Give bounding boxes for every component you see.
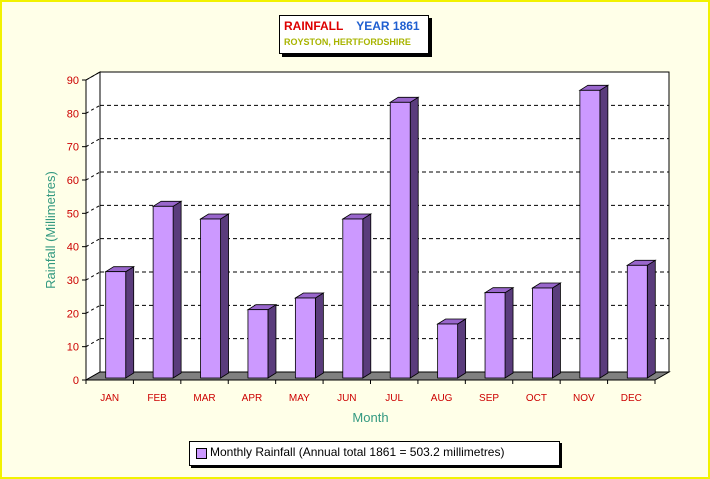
y-tick-label: 50 <box>67 208 79 220</box>
bar-front <box>532 287 553 379</box>
bar-side <box>409 96 419 379</box>
plot-side-wall <box>85 71 101 381</box>
x-tick-label: AUG <box>431 393 453 404</box>
bar-front <box>342 218 364 379</box>
bar-side <box>125 265 135 379</box>
x-tick-label: JUL <box>385 393 403 404</box>
legend-swatch <box>196 448 207 459</box>
gridline-side <box>85 304 101 314</box>
gridline-side <box>85 238 101 248</box>
bar-side <box>267 303 277 379</box>
chart-legend: Monthly Rainfall (Annual total 1861 = 50… <box>189 441 560 466</box>
y-tick-label: 0 <box>73 375 79 387</box>
bar-side <box>314 292 324 379</box>
bar-side <box>599 84 609 379</box>
bar-side <box>646 259 656 379</box>
bar-side <box>220 213 229 379</box>
bar-side <box>362 213 372 379</box>
bar <box>625 259 657 379</box>
bar <box>151 200 183 379</box>
y-tick-label: 60 <box>67 175 79 187</box>
bar <box>246 303 278 379</box>
bar-front <box>389 101 411 379</box>
bar-front <box>294 297 316 379</box>
y-tick-label: 20 <box>67 308 79 320</box>
bar-front <box>484 292 506 379</box>
x-tick-label: SEP <box>479 393 499 404</box>
gridline-side <box>85 204 101 214</box>
x-tick-label: APR <box>242 393 263 404</box>
bar-front <box>200 218 221 379</box>
bar <box>483 286 515 379</box>
y-tick-label: 30 <box>67 275 79 287</box>
bar <box>341 213 373 379</box>
bar <box>531 282 562 379</box>
x-tick-label: DEC <box>621 393 642 404</box>
x-tick-label: JAN <box>100 393 119 404</box>
x-axis-title: Month <box>352 410 388 425</box>
bar-side <box>172 200 182 379</box>
x-tick-label: JUN <box>337 393 356 404</box>
bar-front <box>579 89 601 379</box>
bar-front <box>626 264 648 379</box>
y-tick-label: 80 <box>67 108 79 120</box>
bar <box>104 265 136 379</box>
y-tick-label: 10 <box>67 342 79 354</box>
legend-label: Monthly Rainfall (Annual total 1861 = 50… <box>210 445 505 459</box>
bar-front <box>437 323 459 379</box>
x-tick-label: MAY <box>289 393 310 404</box>
x-tick-label: OCT <box>526 393 547 404</box>
bar <box>293 292 325 379</box>
bar-side <box>552 282 561 379</box>
bar-side <box>504 286 514 379</box>
bar <box>199 213 230 379</box>
chart-title: RAINFALL YEAR 1861 <box>284 19 420 33</box>
y-tick-label: 70 <box>67 142 79 154</box>
bar <box>436 318 468 379</box>
chart-title-box: RAINFALL YEAR 1861 ROYSTON, HERTFORDSHIR… <box>279 15 429 54</box>
y-tick-label: 90 <box>67 75 79 87</box>
y-axis-title: Rainfall (Millimetres) <box>43 171 58 289</box>
title-rainfall-label: RAINFALL <box>284 19 344 33</box>
y-tick-label: 40 <box>67 242 79 254</box>
bar-front <box>105 271 127 379</box>
bar-front <box>247 309 269 379</box>
gridline-side <box>85 271 101 281</box>
gridline-side <box>85 171 101 181</box>
bar-side <box>457 318 467 379</box>
title-year-label: YEAR 1861 <box>356 19 420 33</box>
gridline-side <box>85 138 101 148</box>
bar-front <box>152 205 174 379</box>
gridline-side <box>85 71 101 81</box>
x-tick-label: MAR <box>193 393 215 404</box>
x-tick-label: NOV <box>573 393 595 404</box>
chart-subtitle: ROYSTON, HERTFORDSHIRE <box>284 37 411 47</box>
bar <box>578 84 610 379</box>
bar <box>388 96 420 379</box>
gridline-side <box>85 338 101 348</box>
x-tick-label: FEB <box>147 393 167 404</box>
gridline-side <box>85 104 101 114</box>
